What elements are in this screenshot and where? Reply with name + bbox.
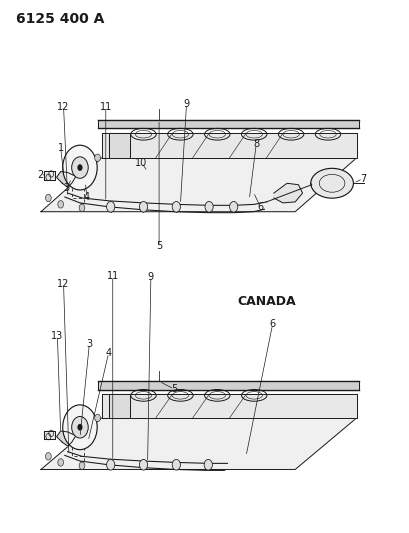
Circle shape [63, 405, 97, 450]
Text: 4: 4 [106, 348, 111, 358]
Text: 13: 13 [51, 331, 63, 341]
Polygon shape [44, 431, 55, 439]
Circle shape [72, 157, 88, 179]
Polygon shape [98, 381, 358, 390]
Text: 12: 12 [57, 279, 70, 288]
Text: 3: 3 [64, 183, 70, 192]
Circle shape [229, 201, 237, 212]
Polygon shape [98, 119, 358, 128]
Text: 2: 2 [37, 170, 43, 180]
Text: 5: 5 [171, 384, 177, 394]
Circle shape [72, 416, 88, 438]
Circle shape [94, 414, 100, 422]
Polygon shape [41, 418, 356, 470]
Circle shape [139, 459, 147, 470]
Text: 9: 9 [148, 272, 153, 282]
Circle shape [139, 201, 147, 212]
Circle shape [79, 204, 85, 212]
Polygon shape [101, 133, 356, 158]
Text: 4: 4 [84, 192, 90, 202]
Circle shape [58, 200, 63, 208]
Circle shape [77, 164, 82, 171]
Circle shape [58, 459, 63, 466]
Text: 12: 12 [57, 102, 70, 111]
Circle shape [79, 462, 85, 470]
Circle shape [106, 201, 115, 212]
Circle shape [204, 459, 212, 470]
Polygon shape [108, 133, 130, 158]
Polygon shape [108, 394, 130, 418]
Polygon shape [56, 172, 76, 187]
Ellipse shape [310, 168, 353, 198]
Circle shape [77, 424, 82, 431]
Text: 9: 9 [183, 99, 189, 109]
Polygon shape [56, 431, 76, 446]
Text: 11: 11 [106, 271, 119, 281]
Polygon shape [273, 183, 302, 203]
Circle shape [172, 459, 180, 470]
Text: 10: 10 [135, 158, 147, 167]
Text: CANADA: CANADA [237, 295, 295, 308]
Circle shape [45, 453, 51, 460]
Circle shape [63, 145, 97, 190]
Text: 3: 3 [86, 339, 92, 349]
Text: 6: 6 [269, 319, 275, 329]
Polygon shape [101, 394, 356, 418]
Circle shape [172, 201, 180, 212]
Text: 11: 11 [99, 102, 112, 111]
Circle shape [94, 154, 100, 161]
Text: 5: 5 [155, 241, 162, 251]
Text: 8: 8 [253, 139, 258, 149]
Text: 7: 7 [359, 174, 365, 183]
Polygon shape [41, 158, 356, 212]
Circle shape [45, 194, 51, 201]
Text: 6125 400 A: 6125 400 A [16, 12, 105, 26]
Text: 6: 6 [257, 202, 263, 212]
Polygon shape [44, 172, 55, 180]
Circle shape [204, 201, 213, 212]
Text: 1: 1 [58, 143, 63, 152]
Circle shape [106, 459, 115, 470]
